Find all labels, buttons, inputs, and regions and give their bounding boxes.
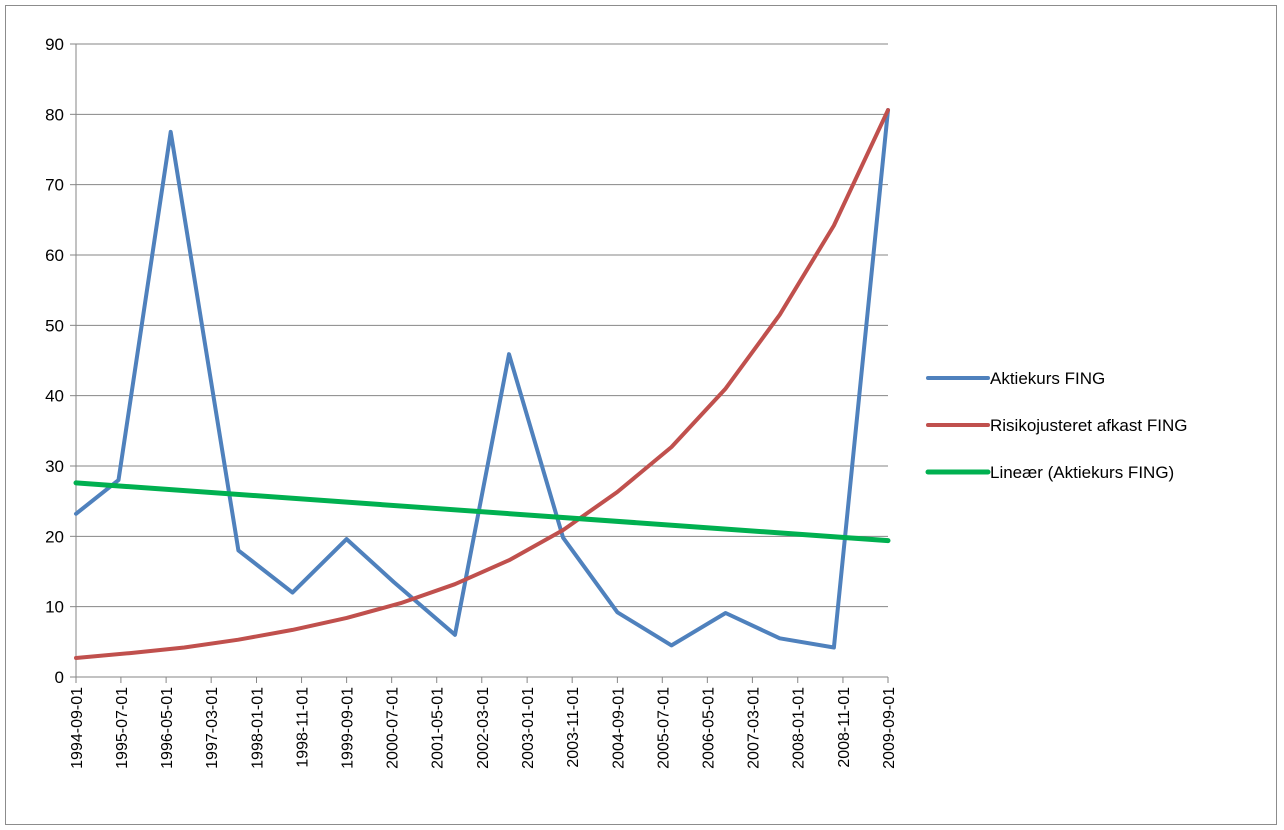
legend-label-aktiekurs-fing: Aktiekurs FING (990, 369, 1105, 388)
x-tick-label-13: 2005-07-01 (655, 687, 672, 769)
y-tick-label-80: 80 (45, 105, 64, 124)
x-tick-label-10: 2003-01-01 (520, 687, 537, 769)
y-tick-label-70: 70 (45, 176, 64, 195)
x-tick-label-0: 1994-09-01 (69, 687, 86, 769)
series-lines (73, 108, 891, 660)
x-tick-label-3: 1997-03-01 (204, 687, 221, 769)
x-tick-label-4: 1998-01-01 (250, 687, 267, 769)
y-tick-label-10: 10 (45, 598, 64, 617)
y-tick-label-50: 50 (45, 316, 64, 335)
x-axis-tick-labels: 1994-09-01 1995-07-01 1996-05-01 1997-03-01… (69, 677, 898, 769)
y-tick-label-40: 40 (45, 387, 64, 406)
y-tick-label-60: 60 (45, 246, 64, 265)
y-tick-label-0: 0 (55, 668, 64, 687)
x-tick-label-6: 1999-09-01 (340, 687, 357, 769)
x-tick-label-16: 2008-01-01 (791, 687, 808, 769)
x-tick-label-2: 1996-05-01 (159, 687, 176, 769)
x-tick-label-5: 1998-11-01 (295, 687, 312, 768)
x-tick-label-8: 2001-05-01 (430, 687, 447, 769)
y-axis-tick-labels: 0 10 20 30 40 50 60 70 80 90 (45, 35, 64, 687)
x-tick-label-1: 1995-07-01 (114, 687, 131, 769)
legend: Aktiekurs FING Risikojusteret afkast FING… (925, 369, 1187, 482)
x-tick-label-17: 2008-11-01 (836, 687, 853, 768)
x-tick-label-11: 2003-11-01 (565, 687, 582, 768)
x-tick-label-18: 2009-09-01 (881, 687, 898, 769)
series-line-risikojusteret-afkast-fing (74, 108, 890, 660)
series-line-line-r-aktiekurs-fing (73, 480, 891, 544)
x-tick-label-9: 2002-03-01 (475, 687, 492, 769)
legend-label-risikojusteret-afkast-fing: Risikojusteret afkast FING (990, 416, 1187, 435)
legend-label-line-r-aktiekurs-fing: Lineær (Aktiekurs FING) (990, 463, 1174, 482)
series-line-aktiekurs-fing (74, 108, 890, 650)
y-tick-label-30: 30 (45, 457, 64, 476)
gridlines (70, 43, 888, 678)
y-tick-label-20: 20 (45, 527, 64, 546)
x-tick-label-12: 2004-09-01 (610, 687, 627, 769)
x-tick-label-15: 2007-03-01 (745, 687, 762, 769)
axes (75, 44, 888, 678)
x-tick-label-14: 2006-05-01 (700, 687, 717, 769)
x-tick-label-7: 2000-07-01 (385, 687, 402, 769)
y-tick-label-90: 90 (45, 35, 64, 54)
